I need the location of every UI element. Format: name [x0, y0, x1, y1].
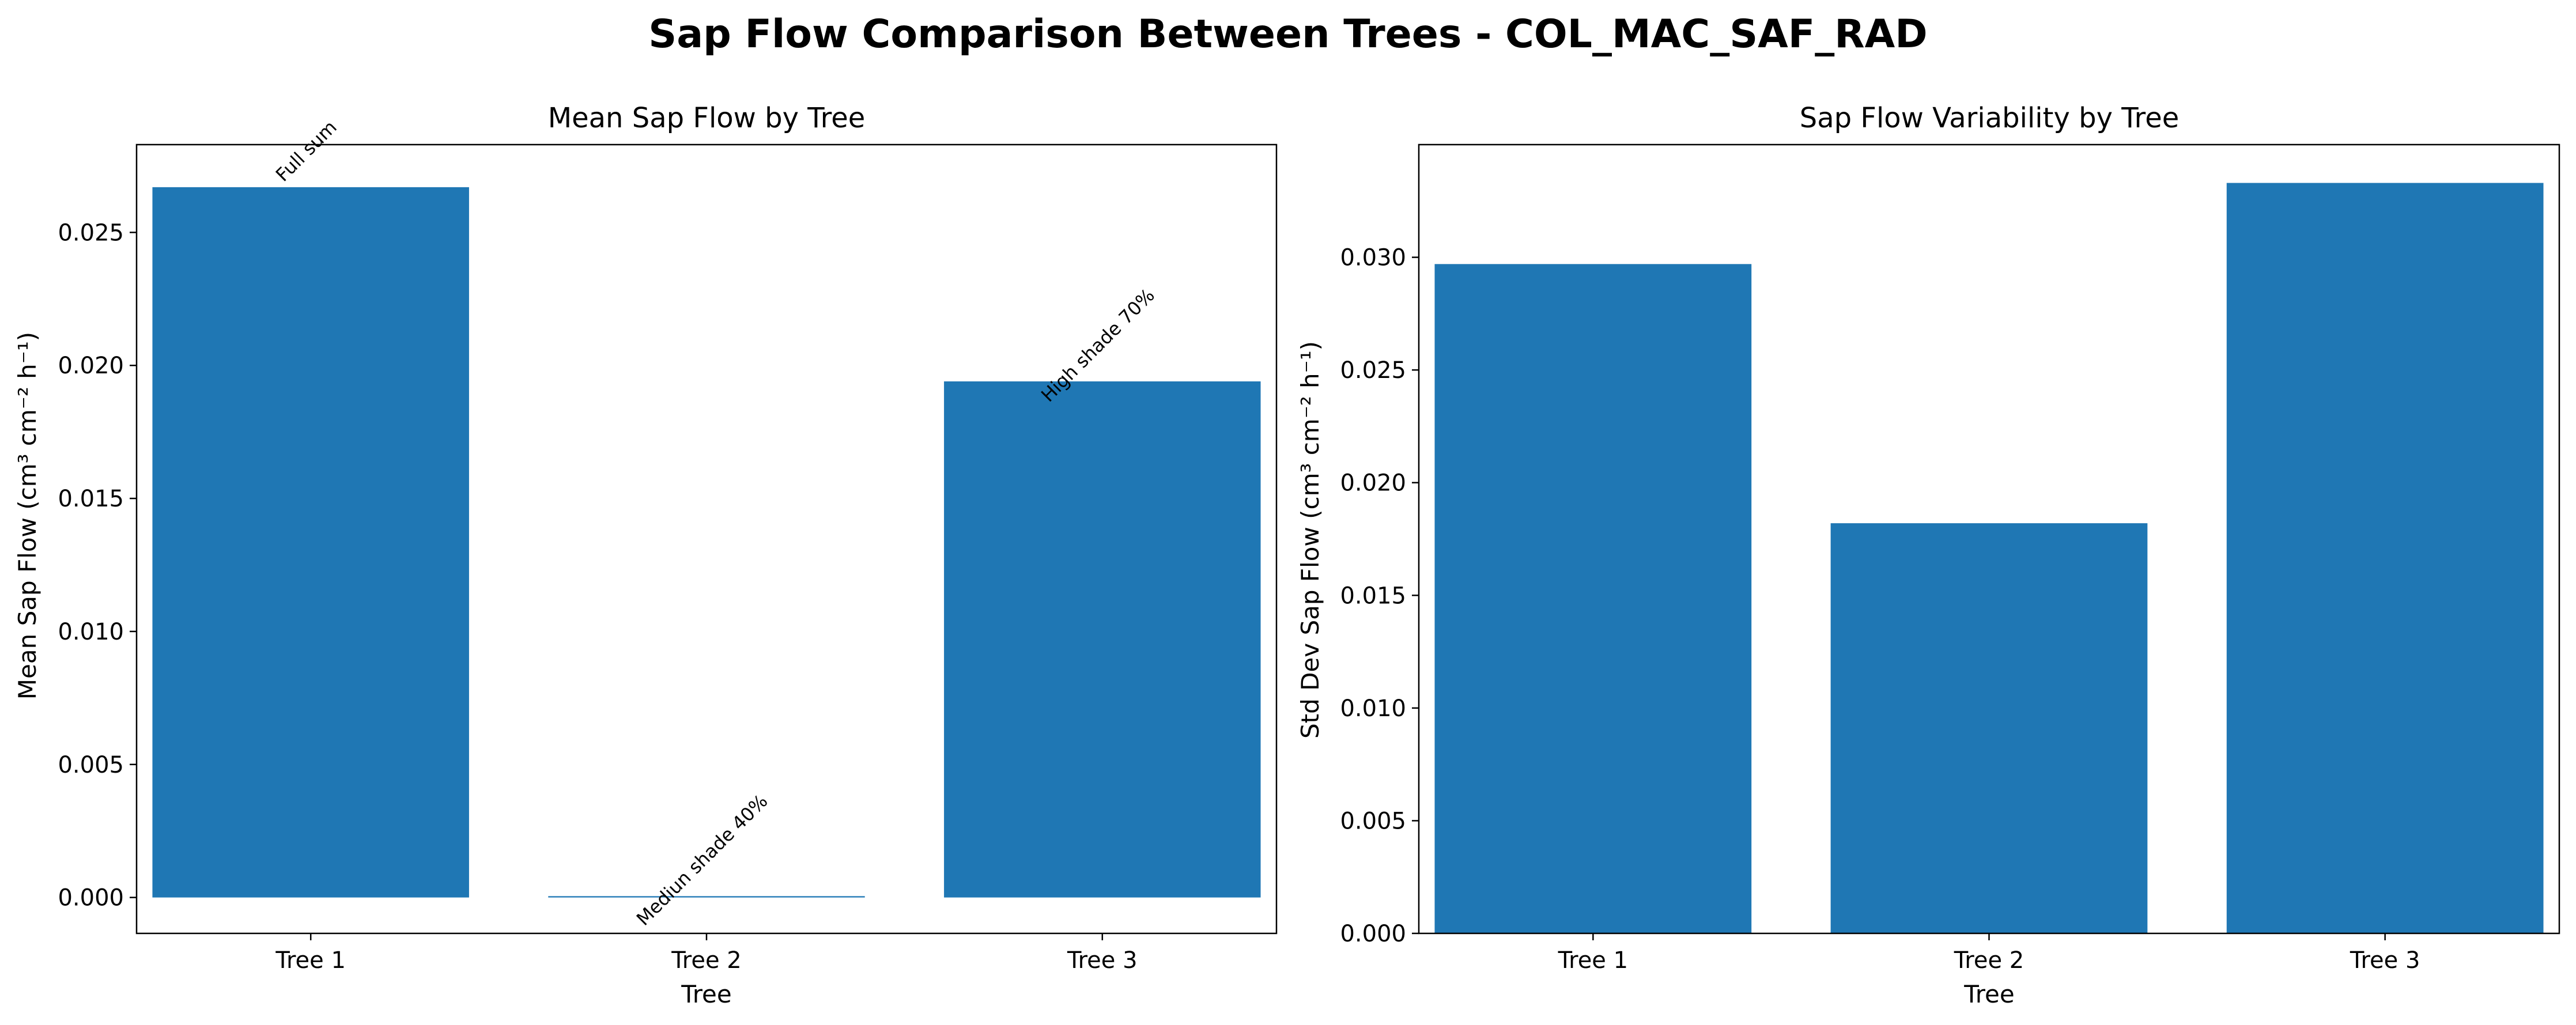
x-tick-label: Tree 2: [1954, 947, 2024, 974]
y-tick-label: 0.015: [1340, 583, 1406, 609]
x-axis-label: Tree: [1963, 980, 2015, 1008]
y-tick-label: 0.030: [1340, 245, 1406, 271]
figure-suptitle: Sap Flow Comparison Between Trees - COL_…: [648, 12, 1927, 57]
bar-tree-3: [944, 381, 1261, 898]
y-tick-label: 0.000: [58, 885, 124, 911]
bar-tree-3: [2226, 183, 2544, 934]
y-axis-label: Std Dev Sap Flow (cm³ cm⁻² h⁻¹): [1296, 341, 1324, 739]
plot-area: 0.000 0.005 0.010 0.015 0.020 0.025 Tree 1 Tree…: [58, 116, 1278, 974]
bar-tree-2: [548, 896, 865, 898]
plot-area: 0.000 0.005 0.010 0.015 0.020 0.025 0.030 Tree …: [1340, 143, 2560, 974]
y-tick-label: 0.020: [1340, 470, 1406, 497]
mean-sap-flow-chart: Mean Sap Flow by Tree 0.0000.0050.0100.0…: [13, 102, 1278, 1008]
y-tick-label: 0.005: [58, 752, 124, 778]
y-tick-label: 0.020: [58, 353, 124, 379]
y-tick-label: 0.025: [1340, 357, 1406, 384]
bar-tree-2: [1830, 523, 2148, 933]
y-tick-label: 0.005: [1340, 808, 1406, 834]
sap-flow-variability-chart: Sap Flow Variability by Tree 0.0000.0050…: [1296, 102, 2560, 1008]
x-tick-label: Tree 1: [1558, 947, 1629, 974]
x-tick-label: Tree 1: [275, 947, 346, 974]
chart-title: Sap Flow Variability by Tree: [1800, 102, 2180, 134]
bar-tree-1: [1434, 264, 1752, 934]
x-tick-label: Tree 3: [2350, 947, 2420, 974]
bar-tree-1: [152, 187, 469, 898]
y-tick-label: 0.000: [1340, 921, 1406, 947]
y-tick-label: 0.025: [58, 220, 124, 246]
chart-title: Mean Sap Flow by Tree: [548, 102, 866, 134]
y-tick-label: 0.015: [58, 486, 124, 512]
y-tick-label: 0.010: [1340, 695, 1406, 722]
y-axis-label: Mean Sap Flow (cm³ cm⁻² h⁻¹): [13, 332, 41, 699]
y-tick-label: 0.010: [58, 619, 124, 645]
x-tick-label: Tree 2: [671, 947, 742, 974]
x-tick-label: Tree 3: [1067, 947, 1138, 974]
x-axis-label: Tree: [681, 980, 732, 1008]
